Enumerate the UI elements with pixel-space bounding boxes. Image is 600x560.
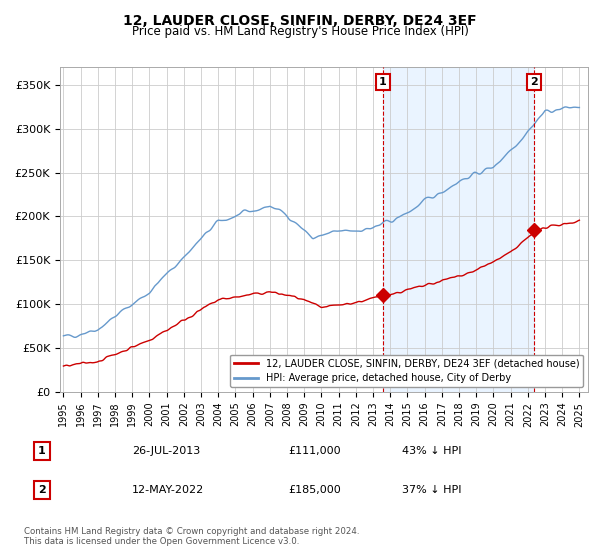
Bar xyxy=(383,67,534,392)
Text: £185,000: £185,000 xyxy=(288,485,341,495)
Text: Contains HM Land Registry data © Crown copyright and database right 2024.
This d: Contains HM Land Registry data © Crown c… xyxy=(24,526,359,546)
Text: 1: 1 xyxy=(38,446,46,456)
Text: 26-JUL-2013: 26-JUL-2013 xyxy=(132,446,200,456)
Text: Price paid vs. HM Land Registry's House Price Index (HPI): Price paid vs. HM Land Registry's House … xyxy=(131,25,469,38)
Text: 2: 2 xyxy=(38,485,46,495)
Text: 37% ↓ HPI: 37% ↓ HPI xyxy=(402,485,461,495)
Text: 12, LAUDER CLOSE, SINFIN, DERBY, DE24 3EF: 12, LAUDER CLOSE, SINFIN, DERBY, DE24 3E… xyxy=(123,14,477,28)
Text: 2: 2 xyxy=(530,77,538,87)
Text: 12-MAY-2022: 12-MAY-2022 xyxy=(132,485,204,495)
Text: 43% ↓ HPI: 43% ↓ HPI xyxy=(402,446,461,456)
Legend: 12, LAUDER CLOSE, SINFIN, DERBY, DE24 3EF (detached house), HPI: Average price, : 12, LAUDER CLOSE, SINFIN, DERBY, DE24 3E… xyxy=(230,354,583,387)
Text: £111,000: £111,000 xyxy=(288,446,341,456)
Text: 1: 1 xyxy=(379,77,386,87)
